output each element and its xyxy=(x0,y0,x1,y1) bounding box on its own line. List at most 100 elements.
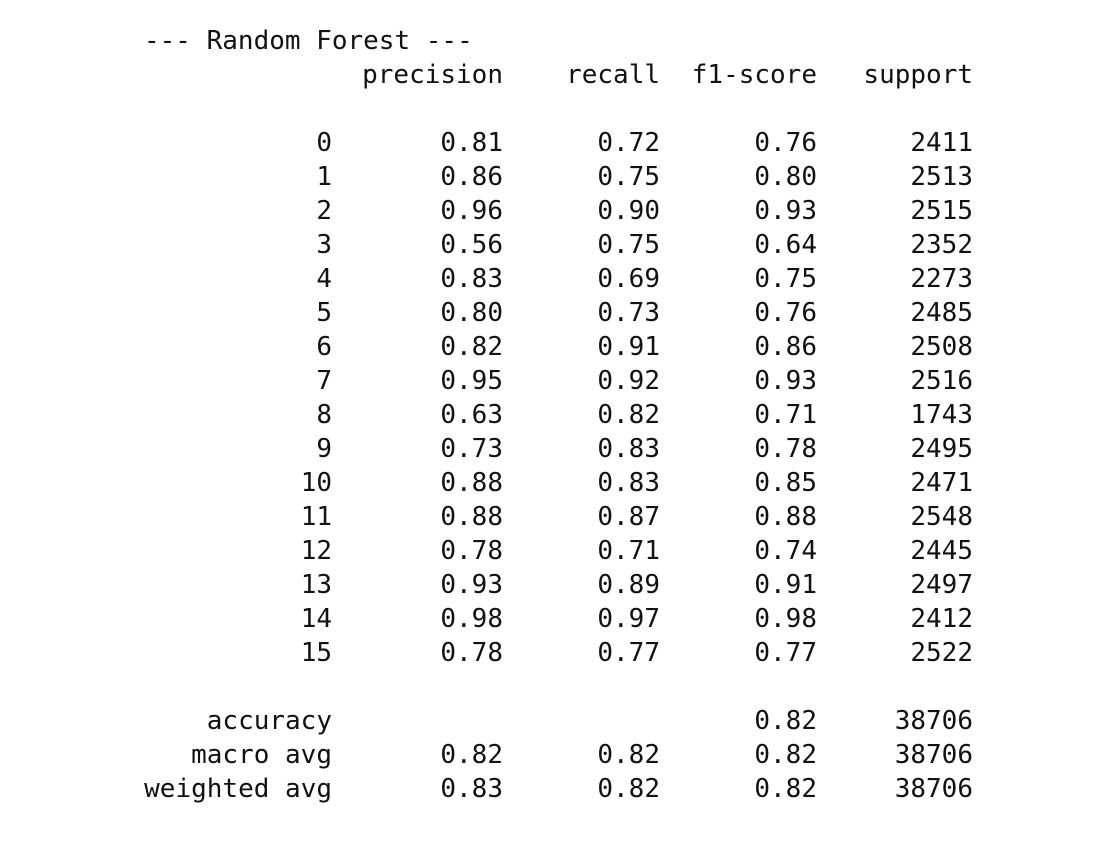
row-label: 10 xyxy=(300,468,332,498)
support-value: 2495 xyxy=(910,434,973,464)
row-label: 14 xyxy=(300,604,332,634)
recall-value: 0.71 xyxy=(597,536,660,566)
recall-value: 0.87 xyxy=(597,502,660,532)
report-title-line: --- Random Forest --- xyxy=(144,24,473,58)
support-value: 2522 xyxy=(910,638,973,668)
row-label: weighted avg xyxy=(144,774,332,804)
f1-score-value: 0.75 xyxy=(754,264,817,294)
support-value: 2485 xyxy=(910,298,973,328)
precision-value: 0.93 xyxy=(440,570,503,600)
class-row: 7 0.95 0.92 0.93 2516 xyxy=(144,364,973,398)
f1-score-value: 0.91 xyxy=(754,570,817,600)
precision-value: 0.80 xyxy=(440,298,503,328)
row-label: 7 xyxy=(316,366,332,396)
recall-value: 0.73 xyxy=(597,298,660,328)
class-row: 14 0.98 0.97 0.98 2412 xyxy=(144,602,973,636)
class-row: 2 0.96 0.90 0.93 2515 xyxy=(144,194,973,228)
recall-value: 0.82 xyxy=(597,740,660,770)
f1-score-value: 0.74 xyxy=(754,536,817,566)
recall-value: 0.69 xyxy=(597,264,660,294)
precision-value: 0.83 xyxy=(440,774,503,804)
precision-value: 0.56 xyxy=(440,230,503,260)
f1-score-value: 0.78 xyxy=(754,434,817,464)
support-value: 2273 xyxy=(910,264,973,294)
row-label: 3 xyxy=(316,230,332,260)
class-row: 10 0.88 0.83 0.85 2471 xyxy=(144,466,973,500)
class-row: 12 0.78 0.71 0.74 2445 xyxy=(144,534,973,568)
class-row: 11 0.88 0.87 0.88 2548 xyxy=(144,500,973,534)
precision-value: 0.73 xyxy=(440,434,503,464)
row-label: accuracy xyxy=(206,706,332,736)
row-label: 4 xyxy=(316,264,332,294)
recall-value: 0.83 xyxy=(597,434,660,464)
precision-value: 0.63 xyxy=(440,400,503,430)
support-value: 2516 xyxy=(910,366,973,396)
support-value: 2352 xyxy=(910,230,973,260)
support-value: 2411 xyxy=(910,128,973,158)
class-rows: 0 0.81 0.72 0.76 2411 1 0.86 0.75 0.80 2513 2 0.96 0… xyxy=(144,126,973,670)
row-label: macro avg xyxy=(191,740,332,770)
class-row: 8 0.63 0.82 0.71 1743 xyxy=(144,398,973,432)
support-value: 1743 xyxy=(910,400,973,430)
recall-value: 0.77 xyxy=(597,638,660,668)
row-label: 2 xyxy=(316,196,332,226)
support-value: 2515 xyxy=(910,196,973,226)
class-row: 6 0.82 0.91 0.86 2508 xyxy=(144,330,973,364)
summary-row: weighted avg 0.83 0.82 0.82 38706 xyxy=(144,772,973,806)
support-value: 2471 xyxy=(910,468,973,498)
class-row: 15 0.78 0.77 0.77 2522 xyxy=(144,636,973,670)
recall-value: 0.75 xyxy=(597,230,660,260)
recall-value: 0.97 xyxy=(597,604,660,634)
f1-score-value: 0.88 xyxy=(754,502,817,532)
summary-rows: accuracy 0.82 38706 macro avg 0.82 0.82 0.82 38… xyxy=(144,704,973,806)
row-label: 13 xyxy=(300,570,332,600)
f1-score-value: 0.82 xyxy=(754,774,817,804)
header-support: support xyxy=(863,60,973,90)
row-label: 15 xyxy=(300,638,332,668)
report-title: --- Random Forest --- xyxy=(144,26,473,56)
row-label: 1 xyxy=(316,162,332,192)
summary-row: macro avg 0.82 0.82 0.82 38706 xyxy=(144,738,973,772)
f1-score-value: 0.98 xyxy=(754,604,817,634)
recall-value: 0.91 xyxy=(597,332,660,362)
recall-value: 0.75 xyxy=(597,162,660,192)
f1-score-value: 0.71 xyxy=(754,400,817,430)
class-row: 9 0.73 0.83 0.78 2495 xyxy=(144,432,973,466)
f1-score-value: 0.64 xyxy=(754,230,817,260)
f1-score-value: 0.82 xyxy=(754,740,817,770)
blank-line xyxy=(144,670,207,704)
row-label: 5 xyxy=(316,298,332,328)
row-label: 11 xyxy=(300,502,332,532)
row-label: 8 xyxy=(316,400,332,430)
class-row: 0 0.81 0.72 0.76 2411 xyxy=(144,126,973,160)
f1-score-value: 0.82 xyxy=(754,706,817,736)
support-value: 2513 xyxy=(910,162,973,192)
header-row: precision recall f1-score support xyxy=(144,58,973,92)
precision-value: 0.78 xyxy=(440,638,503,668)
f1-score-value: 0.85 xyxy=(754,468,817,498)
precision-value: 0.83 xyxy=(440,264,503,294)
precision-value: 0.95 xyxy=(440,366,503,396)
class-row: 13 0.93 0.89 0.91 2497 xyxy=(144,568,973,602)
row-label: 6 xyxy=(316,332,332,362)
recall-value: 0.72 xyxy=(597,128,660,158)
recall-value: 0.89 xyxy=(597,570,660,600)
f1-score-value: 0.93 xyxy=(754,366,817,396)
precision-value: 0.82 xyxy=(440,332,503,362)
precision-value: 0.96 xyxy=(440,196,503,226)
precision-value: 0.78 xyxy=(440,536,503,566)
blank-line xyxy=(144,92,207,126)
summary-row: accuracy 0.82 38706 xyxy=(144,704,973,738)
precision-value: 0.86 xyxy=(440,162,503,192)
f1-score-value: 0.76 xyxy=(754,298,817,328)
support-value: 38706 xyxy=(894,706,973,736)
precision-value: 0.98 xyxy=(440,604,503,634)
row-label: 12 xyxy=(300,536,332,566)
support-value: 2412 xyxy=(910,604,973,634)
support-value: 38706 xyxy=(894,740,973,770)
f1-score-value: 0.76 xyxy=(754,128,817,158)
f1-score-value: 0.93 xyxy=(754,196,817,226)
recall-value: 0.83 xyxy=(597,468,660,498)
f1-score-value: 0.77 xyxy=(754,638,817,668)
header-recall: recall xyxy=(566,60,660,90)
